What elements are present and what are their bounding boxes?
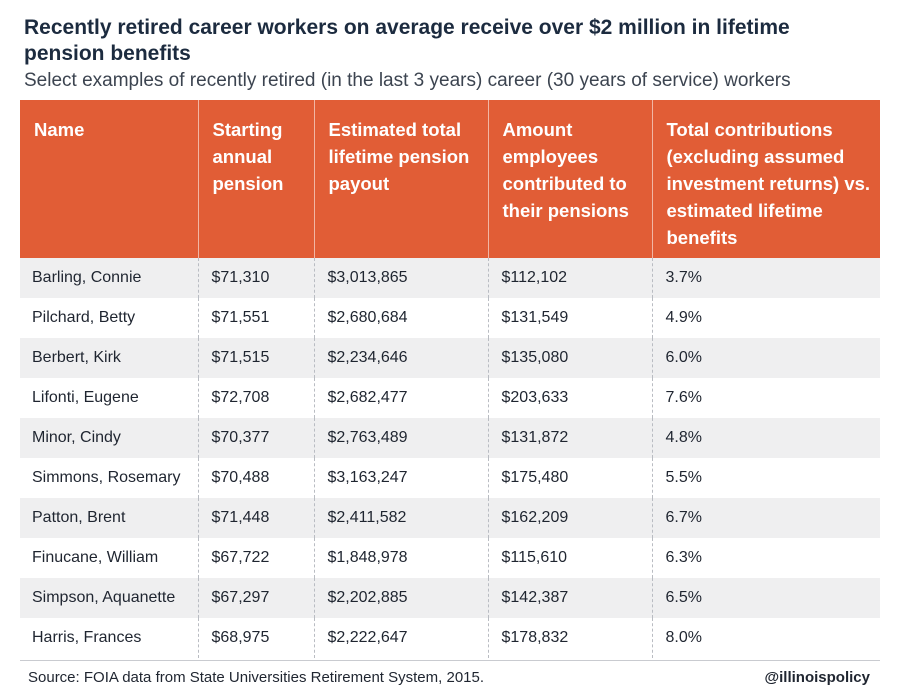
pension-table-container: Name Starting annual pension Estimated t… bbox=[20, 100, 880, 658]
cell-lifetime-payout: $1,848,978 bbox=[314, 538, 489, 578]
column-header-contribution-ratio: Total contributions (excluding assumed i… bbox=[666, 119, 871, 248]
cell-starting-pension: $67,722 bbox=[198, 538, 315, 578]
cell-contribution-ratio: 3.7% bbox=[665, 269, 702, 286]
cell-starting-pension: $71,310 bbox=[198, 258, 315, 298]
cell-contribution-ratio: 6.7% bbox=[665, 509, 702, 526]
cell-contribution-ratio: 7.6% bbox=[665, 389, 702, 406]
table-row: Berbert, Kirk $71,515 $2,234,646 $135,080 6.… bbox=[20, 338, 880, 378]
cell-lifetime-payout: $3,163,247 bbox=[314, 458, 489, 498]
table-row: Lifonti, Eugene $72,708 $2,682,477 $203,633… bbox=[20, 378, 880, 418]
cell-lifetime-payout: $2,680,684 bbox=[314, 298, 489, 338]
cell-name: Minor, Cindy bbox=[20, 418, 199, 458]
cell-starting-pension: $68,975 bbox=[198, 618, 315, 658]
cell-lifetime-payout: $2,411,582 bbox=[314, 498, 489, 538]
cell-starting-pension: $71,515 bbox=[198, 338, 315, 378]
chart-title: Recently retired career workers on avera… bbox=[24, 16, 790, 65]
cell-contribution-ratio: 4.8% bbox=[665, 429, 702, 446]
cell-starting-pension: $70,488 bbox=[198, 458, 315, 498]
cell-name: Simpson, Aquanette bbox=[20, 578, 199, 618]
cell-lifetime-payout: $2,202,885 bbox=[314, 578, 489, 618]
header-row: Name Starting annual pension Estimated t… bbox=[20, 100, 880, 258]
cell-employee-contribution: $112,102 bbox=[488, 258, 653, 298]
cell-lifetime-payout: $2,763,489 bbox=[314, 418, 489, 458]
column-header-employee-contribution: Amount employees contributed to their pe… bbox=[488, 100, 653, 258]
table-row: Pilchard, Betty $71,551 $2,680,684 $131,549… bbox=[20, 298, 880, 338]
cell-employee-contribution: $115,610 bbox=[488, 538, 653, 578]
table-row: Barling, Connie $71,310 $3,013,865 $112,102… bbox=[20, 258, 880, 298]
cell-name: Lifonti, Eugene bbox=[20, 378, 199, 418]
cell-name: Patton, Brent bbox=[20, 498, 199, 538]
cell-starting-pension: $71,448 bbox=[198, 498, 315, 538]
pension-table: Name Starting annual pension Estimated t… bbox=[20, 100, 880, 658]
cell-employee-contribution: $178,832 bbox=[488, 618, 653, 658]
column-header-lifetime-payout: Estimated total lifetime pension payout bbox=[314, 100, 489, 258]
cell-lifetime-payout: $3,013,865 bbox=[314, 258, 489, 298]
cell-name: Barling, Connie bbox=[20, 258, 199, 298]
table-header: Name Starting annual pension Estimated t… bbox=[20, 100, 880, 258]
credit-handle: @illinoispolicy bbox=[764, 669, 870, 686]
column-header-starting-pension: Starting annual pension bbox=[198, 100, 315, 258]
cell-name: Finucane, William bbox=[20, 538, 199, 578]
column-header-name: Name bbox=[20, 100, 199, 258]
table-row: Minor, Cindy $70,377 $2,763,489 $131,872 4.8… bbox=[20, 418, 880, 458]
cell-lifetime-payout: $2,234,646 bbox=[314, 338, 489, 378]
cell-name: Berbert, Kirk bbox=[20, 338, 199, 378]
cell-contribution-ratio: 6.5% bbox=[665, 589, 702, 606]
source-note: Source: FOIA data from State Universitie… bbox=[28, 669, 485, 686]
cell-employee-contribution: $175,480 bbox=[488, 458, 653, 498]
cell-name: Pilchard, Betty bbox=[20, 298, 199, 338]
cell-lifetime-payout: $2,682,477 bbox=[314, 378, 489, 418]
footer-divider bbox=[20, 660, 880, 661]
table-row: Patton, Brent $71,448 $2,411,582 $162,209 6.… bbox=[20, 498, 880, 538]
cell-employee-contribution: $162,209 bbox=[488, 498, 653, 538]
cell-contribution-ratio: 6.3% bbox=[665, 549, 702, 566]
cell-contribution-ratio: 5.5% bbox=[665, 469, 702, 486]
cell-starting-pension: $67,297 bbox=[198, 578, 315, 618]
table-row: Simpson, Aquanette $67,297 $2,202,885 $142,… bbox=[20, 578, 880, 618]
cell-employee-contribution: $203,633 bbox=[488, 378, 653, 418]
chart-subtitle: Select examples of recently retired (in … bbox=[24, 70, 791, 91]
table-row: Finucane, William $67,722 $1,848,978 $115,6… bbox=[20, 538, 880, 578]
cell-employee-contribution: $135,080 bbox=[488, 338, 653, 378]
table-body: Barling, Connie $71,310 $3,013,865 $112,102… bbox=[20, 258, 880, 658]
cell-starting-pension: $71,551 bbox=[198, 298, 315, 338]
cell-name: Simmons, Rosemary bbox=[20, 458, 199, 498]
cell-starting-pension: $72,708 bbox=[198, 378, 315, 418]
cell-employee-contribution: $131,872 bbox=[488, 418, 653, 458]
cell-name: Harris, Frances bbox=[20, 618, 199, 658]
cell-lifetime-payout: $2,222,647 bbox=[314, 618, 489, 658]
cell-contribution-ratio: 8.0% bbox=[665, 629, 702, 646]
table-row: Simmons, Rosemary $70,488 $3,163,247 $175,4… bbox=[20, 458, 880, 498]
cell-contribution-ratio: 4.9% bbox=[665, 309, 702, 326]
cell-employee-contribution: $131,549 bbox=[488, 298, 653, 338]
cell-contribution-ratio: 6.0% bbox=[665, 349, 702, 366]
cell-starting-pension: $70,377 bbox=[198, 418, 315, 458]
table-row: Harris, Frances $68,975 $2,222,647 $178,832… bbox=[20, 618, 880, 658]
cell-employee-contribution: $142,387 bbox=[488, 578, 653, 618]
